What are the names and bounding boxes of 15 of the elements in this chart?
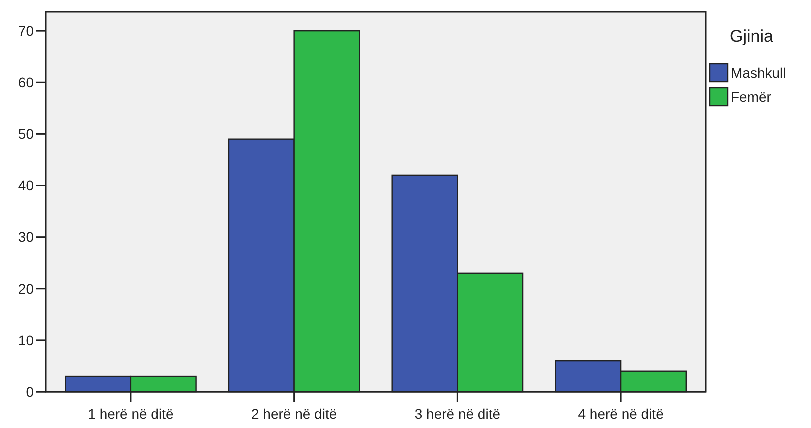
y-tick-label: 50 [18,126,34,142]
y-tick-label: 0 [26,384,34,400]
y-tick-label: 60 [18,74,34,91]
x-tick-label: 2 herë në ditë [252,406,338,422]
y-tick-label: 40 [18,178,34,194]
y-tick-label: 70 [18,22,34,39]
y-tick-label: 30 [18,229,34,246]
legend-title: Gjinia [730,27,774,46]
legend-label: Femër [731,89,772,105]
x-tick-label: 4 herë në ditë [578,406,664,422]
y-tick-label: 20 [18,280,34,297]
x-tick-label: 3 herë në ditë [414,406,501,422]
legend-label: Mashkull [731,65,786,81]
x-tick-label: 1 herë në ditë [88,406,174,422]
y-tick-label: 10 [18,332,34,348]
